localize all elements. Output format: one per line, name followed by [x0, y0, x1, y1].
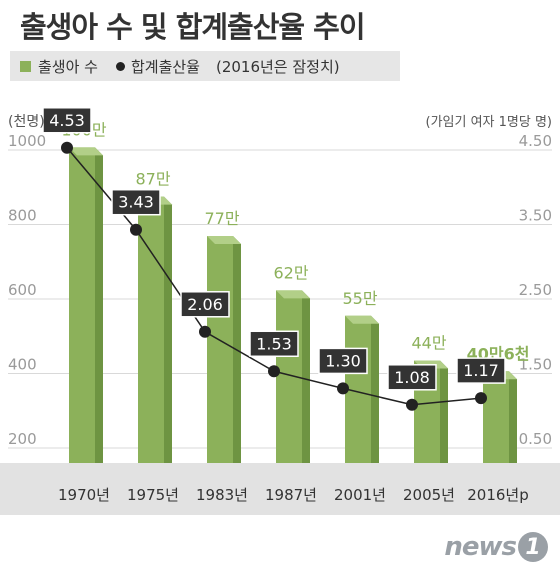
- y-right-tick-label: 4.50: [519, 132, 552, 150]
- logo-mark: 1: [518, 532, 548, 562]
- rate-label: 1.08: [387, 364, 437, 391]
- legend-note: (2016년은 잠정치): [215, 57, 340, 76]
- bar-front: [207, 236, 233, 463]
- bar: [69, 147, 103, 463]
- bar-side: [440, 360, 448, 463]
- rate-label: 1.30: [318, 347, 368, 375]
- x-category-label: 2001년: [334, 486, 386, 504]
- rate-label-box: [42, 107, 92, 134]
- bar-value-label: 62만: [273, 263, 308, 282]
- rate-line-layer: [61, 141, 487, 411]
- legend-births-label: 출생아 수: [38, 57, 98, 76]
- x-category-label: 1970년: [58, 486, 110, 504]
- y-left-tick-label: 400: [8, 356, 37, 374]
- x-category-label: 2005년: [403, 486, 455, 504]
- x-category-label: 1975년: [127, 486, 179, 504]
- bar: [483, 371, 517, 463]
- rate-label-box: [111, 188, 161, 216]
- y-left-tick-label: 200: [8, 430, 37, 448]
- logo-text: news: [444, 532, 517, 562]
- bar-side: [302, 290, 310, 463]
- bar-value-label: 77만: [204, 209, 239, 228]
- legend-bar-swatch: [20, 60, 31, 72]
- rate-point: [475, 392, 487, 405]
- bar-value-label: 44만: [411, 333, 446, 352]
- labels: 100만87만77만62만55만44만40만6천1970년1975년1983년1…: [42, 107, 529, 504]
- bar-front: [138, 196, 164, 463]
- rate-label-text: 1.08: [394, 368, 430, 387]
- y-left-tick-label: 1000: [8, 132, 46, 150]
- bar-value-label: 55만: [342, 289, 377, 308]
- rate-label: 1.53: [249, 330, 299, 358]
- rate-label-text: 1.30: [325, 351, 361, 370]
- bar-side: [371, 315, 379, 463]
- news1-logo: news 1: [444, 532, 548, 562]
- baseline-band: [0, 463, 560, 515]
- rate-label-box: [387, 364, 437, 391]
- rate-label-text: 2.06: [187, 295, 223, 314]
- bar-side: [509, 371, 517, 463]
- y-right-tick-label: 1.50: [519, 356, 552, 374]
- y-right-tick-label: 0.50: [519, 430, 552, 448]
- rate-label: 4.53: [42, 107, 92, 134]
- y-right-unit: (가임기 여자 1명당 명): [426, 115, 553, 130]
- legend: 출생아 수 합계출산율 (2016년은 잠정치): [10, 51, 400, 81]
- rate-label-box: [456, 357, 506, 384]
- bar-front: [483, 371, 509, 463]
- legend-rate-label: 합계출산율: [130, 57, 200, 76]
- x-category-label: 1987년: [265, 486, 317, 504]
- rate-label: 2.06: [180, 291, 230, 318]
- rate-label-text: 3.43: [118, 193, 154, 212]
- bar-top: [69, 147, 103, 156]
- rate-label: 1.17: [456, 357, 506, 384]
- bar: [138, 196, 172, 463]
- bar-top: [276, 290, 310, 299]
- bar-value-label: 87만: [135, 170, 170, 189]
- rate-point: [61, 141, 73, 154]
- bar-top: [345, 315, 379, 324]
- y-left-tick-label: 600: [8, 281, 37, 299]
- y-right-tick-label: 3.50: [519, 207, 552, 225]
- rate-point: [337, 382, 349, 395]
- bar-front: [69, 147, 95, 463]
- rate-label-text: 4.53: [49, 111, 85, 130]
- rate-point: [130, 223, 142, 236]
- rate-point: [268, 365, 280, 378]
- legend-line-swatch: [115, 61, 125, 71]
- rate-label-text: 1.17: [463, 361, 499, 380]
- bar-side: [95, 147, 103, 463]
- y-left-tick-label: 800: [8, 207, 37, 225]
- rate-label: 3.43: [111, 188, 161, 216]
- rate-label-box: [249, 330, 299, 358]
- rate-label-box: [180, 291, 230, 318]
- y-left-unit: (천명): [8, 114, 45, 130]
- x-category-label: 1983년: [196, 486, 248, 504]
- rate-point: [406, 398, 418, 411]
- chart-title: 출생아 수 및 합계출산율 추이: [20, 10, 366, 44]
- y-right-tick-label: 2.50: [519, 281, 552, 299]
- x-category-label: 2016년p: [467, 486, 529, 504]
- rate-label-box: [318, 347, 368, 375]
- bar-side: [164, 196, 172, 463]
- rate-label-text: 1.53: [256, 334, 292, 353]
- rate-point: [199, 325, 211, 338]
- bar-top: [207, 236, 241, 245]
